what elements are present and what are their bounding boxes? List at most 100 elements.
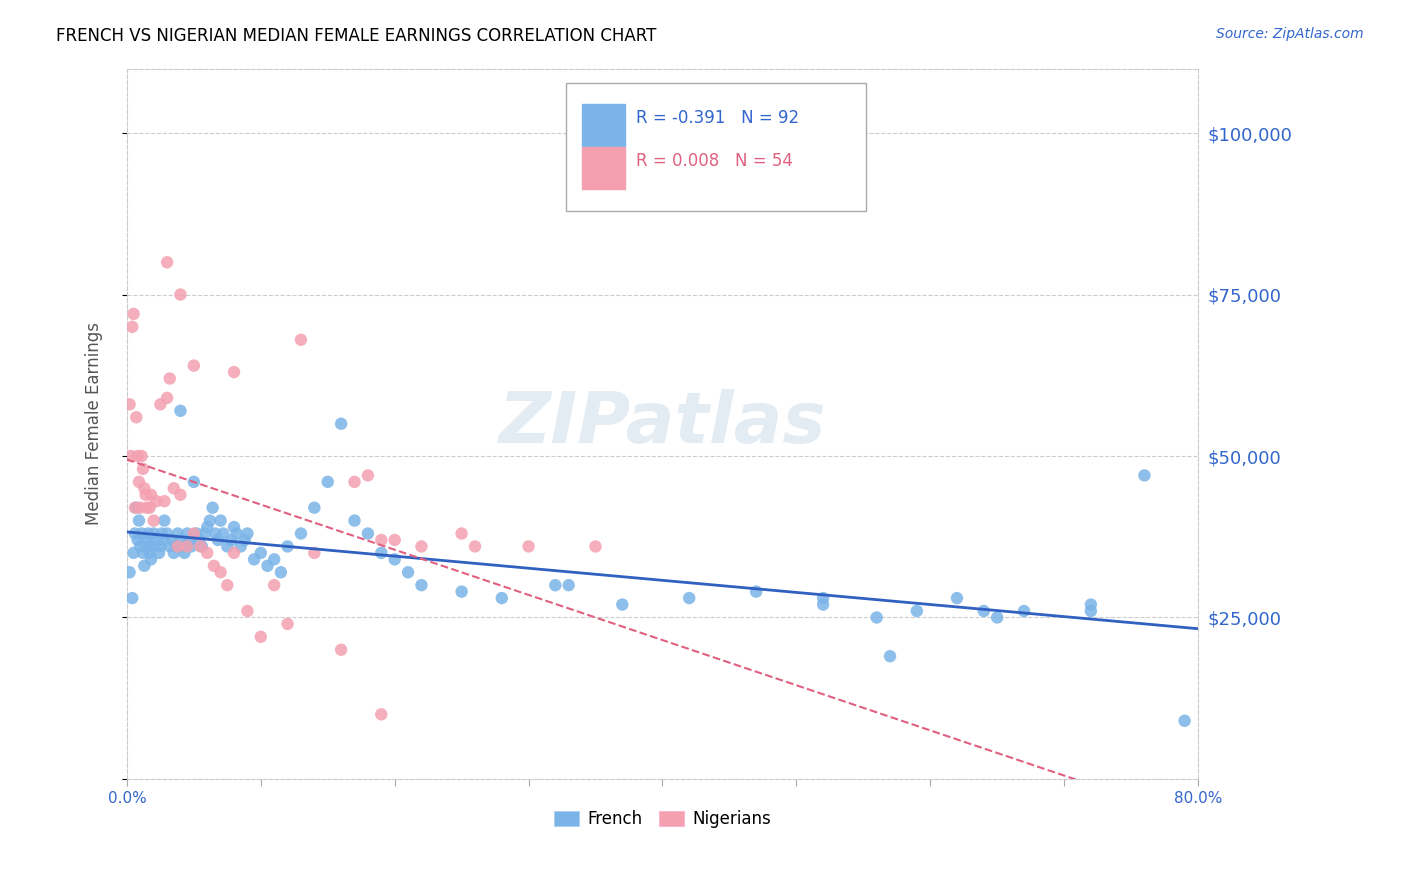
Point: [172, 540, 194, 554]
Point: [132, 546, 155, 560]
Point: [612, 598, 634, 612]
Point: [166, 526, 188, 541]
Point: [149, 540, 172, 554]
Point: [156, 391, 179, 405]
Point: [1012, 604, 1035, 618]
Point: [129, 540, 152, 554]
Point: [121, 591, 143, 606]
Point: [249, 630, 271, 644]
Point: [370, 707, 392, 722]
Point: [125, 500, 148, 515]
Point: [217, 540, 239, 554]
Point: [1133, 468, 1156, 483]
Point: [152, 533, 174, 547]
Point: [195, 546, 218, 560]
Bar: [582, 104, 624, 146]
Point: [450, 584, 472, 599]
Point: [212, 526, 235, 541]
Point: [249, 546, 271, 560]
Point: [270, 566, 292, 580]
Point: [139, 552, 162, 566]
Point: [188, 533, 211, 547]
Point: [233, 533, 256, 547]
Point: [129, 500, 152, 515]
Point: [1080, 604, 1102, 618]
Point: [263, 578, 285, 592]
Point: [173, 546, 195, 560]
Point: [165, 540, 187, 554]
Point: [384, 552, 406, 566]
Point: [176, 540, 198, 554]
Point: [156, 526, 179, 541]
Point: [384, 533, 406, 547]
Point: [176, 526, 198, 541]
Point: [162, 533, 184, 547]
Point: [142, 514, 165, 528]
Point: [180, 540, 202, 554]
Point: [450, 526, 472, 541]
Point: [411, 540, 433, 554]
Point: [811, 591, 834, 606]
Point: [678, 591, 700, 606]
Point: [866, 610, 889, 624]
Point: [585, 540, 607, 554]
Text: FRENCH VS NIGERIAN MEDIAN FEMALE EARNINGS CORRELATION CHART: FRENCH VS NIGERIAN MEDIAN FEMALE EARNING…: [56, 27, 657, 45]
Point: [236, 526, 259, 541]
Point: [222, 546, 245, 560]
Point: [1174, 714, 1197, 728]
Y-axis label: Median Female Earnings: Median Female Earnings: [86, 322, 103, 525]
Point: [207, 533, 229, 547]
Point: [221, 533, 243, 547]
Point: [217, 578, 239, 592]
Point: [330, 642, 353, 657]
Point: [153, 514, 176, 528]
Point: [153, 494, 176, 508]
Point: [145, 494, 167, 508]
Point: [316, 475, 339, 489]
Point: [290, 333, 312, 347]
Point: [150, 526, 173, 541]
Point: [121, 319, 143, 334]
Point: [120, 449, 142, 463]
Point: [745, 584, 768, 599]
Point: [136, 526, 159, 541]
Point: [370, 533, 392, 547]
Point: [201, 500, 224, 515]
Point: [243, 552, 266, 566]
Point: [236, 604, 259, 618]
Point: [222, 365, 245, 379]
Point: [209, 566, 232, 580]
Point: [190, 540, 212, 554]
Text: Source: ZipAtlas.com: Source: ZipAtlas.com: [1216, 27, 1364, 41]
Point: [411, 578, 433, 592]
Point: [122, 307, 145, 321]
Point: [193, 526, 215, 541]
Point: [202, 558, 225, 573]
Point: [256, 558, 278, 573]
Point: [209, 514, 232, 528]
Point: [464, 540, 486, 554]
Point: [905, 604, 928, 618]
Point: [186, 526, 208, 541]
Point: [124, 526, 146, 541]
Point: [149, 397, 172, 411]
Point: [128, 514, 150, 528]
Point: [159, 540, 181, 554]
Point: [195, 520, 218, 534]
Point: [277, 540, 299, 554]
Point: [145, 533, 167, 547]
Point: [163, 481, 186, 495]
Point: [225, 526, 247, 541]
Point: [122, 546, 145, 560]
Point: [148, 546, 170, 560]
Point: [169, 533, 191, 547]
Point: [159, 371, 181, 385]
Point: [134, 481, 156, 495]
Point: [1080, 598, 1102, 612]
Point: [135, 488, 157, 502]
Point: [139, 488, 162, 502]
Point: [141, 540, 163, 554]
Point: [517, 540, 540, 554]
Point: [132, 462, 155, 476]
Point: [544, 578, 567, 592]
